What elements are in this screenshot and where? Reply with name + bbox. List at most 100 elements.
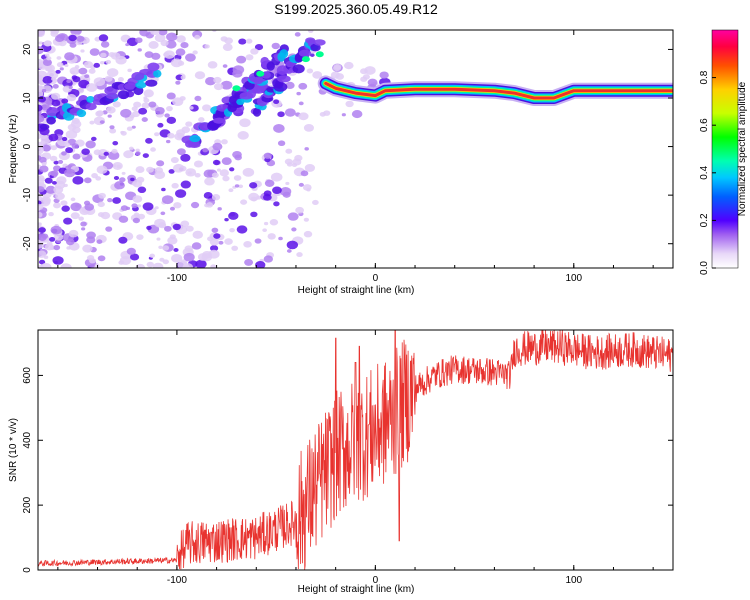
spectrogram-noise-blob	[116, 164, 122, 169]
spectrogram-noise-blob	[126, 247, 136, 255]
spectrogram-noise-blob	[146, 166, 154, 173]
spectrogram-noise-blob	[38, 141, 43, 148]
snr-x-ticks: -100 0 100	[57, 330, 654, 586]
colorbar-tick-label: 0.2	[699, 213, 710, 227]
spectrogram-noise-blob	[211, 194, 221, 201]
spectrogram-noise-blob	[165, 139, 171, 144]
spectrogram-streak-blob	[279, 49, 289, 59]
spectrogram-noise-blob	[244, 258, 254, 266]
spectrogram-noise-blob	[234, 154, 242, 161]
spectrogram-noise-blob	[103, 151, 109, 156]
spectrogram-noise-blob	[173, 202, 182, 209]
spectrogram-noise-blob	[44, 177, 53, 184]
spectrogram-noise-blob	[222, 175, 230, 182]
spectrogram-noise-blob	[211, 172, 219, 178]
snr-x-tick-label: 100	[565, 575, 582, 586]
spectrogram-noise-blob	[277, 111, 285, 118]
spectrogram-noise-blob	[292, 158, 302, 166]
spectrogram-noise-blob	[39, 165, 49, 173]
spectrogram-noise-blob	[351, 110, 363, 119]
spectrogram-noise-blob	[107, 114, 112, 118]
spectrogram-noise-blob	[71, 143, 79, 149]
spectrogram-noise-blob	[54, 233, 64, 241]
spectrogram-noise-blob	[38, 195, 43, 202]
spectrogram-noise-blob	[285, 181, 290, 185]
spectrogram-noise-blob	[84, 74, 90, 79]
spectrogram-noise-blob	[91, 136, 97, 142]
spectrogram-noise-blob	[115, 55, 127, 65]
spectrogram-noise-blob	[150, 147, 156, 152]
snr-plot-area	[38, 330, 673, 570]
spectrogram-noise-blob	[136, 176, 145, 183]
spectrogram-noise-blob	[263, 255, 274, 263]
spectrogram-noise-blob	[149, 253, 156, 258]
spectrogram-noise-blob	[245, 54, 254, 61]
spectrogram-noise-blob	[97, 212, 105, 218]
spectrogram-streak-blob	[135, 81, 147, 89]
spectrogram-noise-blob	[161, 195, 174, 205]
spectrogram-noise-blob	[120, 108, 132, 118]
spectrogram-noise-blob	[154, 218, 166, 228]
spectrogram-noise-blob	[89, 48, 100, 56]
spectrogram-noise-blob	[64, 63, 69, 68]
spectrogram-noise-blob	[41, 161, 47, 166]
spectrogram-noise-blob	[45, 185, 56, 194]
spectrogram-peak-blob	[301, 56, 310, 63]
spectrogram-streak-blob	[236, 98, 245, 106]
spectrogram-noise-blob	[89, 120, 95, 125]
spectrogram-noise-blob	[84, 177, 92, 184]
spectrogram-noise-blob	[38, 186, 45, 193]
spectrogram-streak-blob	[39, 123, 50, 130]
spectrogram-noise-blob	[166, 116, 177, 124]
spectrogram-noise-blob	[107, 198, 113, 203]
spectrogram-noise-blob	[117, 77, 124, 82]
spectrogram-noise-blob	[93, 149, 102, 156]
spectrogram-noise-blob	[42, 144, 51, 152]
spectrogram-noise-blob	[46, 56, 52, 61]
spectrogram-noise-blob	[298, 182, 304, 187]
spectrogram-x-tick-label: 0	[373, 273, 379, 284]
spectrogram-noise-blob	[303, 230, 313, 238]
spectrogram-streak-blob	[147, 62, 160, 72]
spectrogram-noise-blob	[42, 198, 49, 204]
spectrogram-noise-blob	[93, 77, 106, 87]
spectrogram-noise-blob	[53, 244, 61, 251]
spectrogram-noise-blob	[154, 206, 159, 210]
spectrogram-noise-blob	[278, 236, 283, 241]
spectrogram-noise-blob	[285, 148, 293, 154]
spectrogram-noise-blob	[106, 106, 116, 114]
spectrogram-noise-blob	[96, 110, 104, 117]
spectrogram-noise-blob	[303, 217, 310, 222]
spectrogram-noise-blob	[212, 159, 221, 166]
spectrogram-noise-blob	[113, 175, 120, 181]
spectrogram-noise-blob	[238, 38, 247, 45]
spectrogram-noise-blob	[61, 136, 68, 142]
spectrogram-noise-blob	[193, 160, 204, 168]
spectrogram-noise-blob	[190, 201, 200, 209]
spectrogram-noise-blob	[44, 53, 50, 57]
spectrogram-noise-blob	[192, 230, 204, 239]
spectrogram-noise-blob	[86, 83, 98, 92]
spectrogram-noise-blob	[59, 67, 64, 71]
spectrogram-noise-blob	[285, 81, 295, 90]
spectrogram-noise-blob	[221, 139, 228, 145]
spectrogram-streak-blob	[76, 109, 87, 118]
spectrogram-noise-blob	[41, 88, 47, 93]
spectrogram-noise-blob	[180, 75, 186, 80]
spectrogram-noise-blob	[105, 226, 113, 232]
spectrogram-noise-blob	[68, 229, 79, 238]
spectrogram-noise-blob	[286, 240, 299, 250]
spectrogram-noise-blob	[126, 126, 133, 131]
spectrogram-noise-blob	[50, 170, 59, 177]
spectrogram-noise-blob	[154, 170, 166, 180]
snr-panel: -100 0 100 0 200 400 600 Height of straight l…	[8, 329, 674, 595]
colorbar: 0.0 0.2 0.4 0.6 0.8 Normalized spectral ampl…	[699, 29, 748, 275]
spectrogram-noise-blob	[175, 48, 186, 56]
spectrogram-noise-blob	[279, 187, 292, 196]
spectrogram-noise-blob	[194, 172, 201, 178]
spectrogram-noise-blob	[65, 130, 78, 139]
snr-y-axis-title: SNR (10 * v/v)	[8, 418, 19, 482]
spectrogram-noise-blob	[84, 203, 95, 211]
spectrogram-streak-blob	[246, 89, 257, 99]
spectrogram-noise-blob	[233, 175, 242, 181]
